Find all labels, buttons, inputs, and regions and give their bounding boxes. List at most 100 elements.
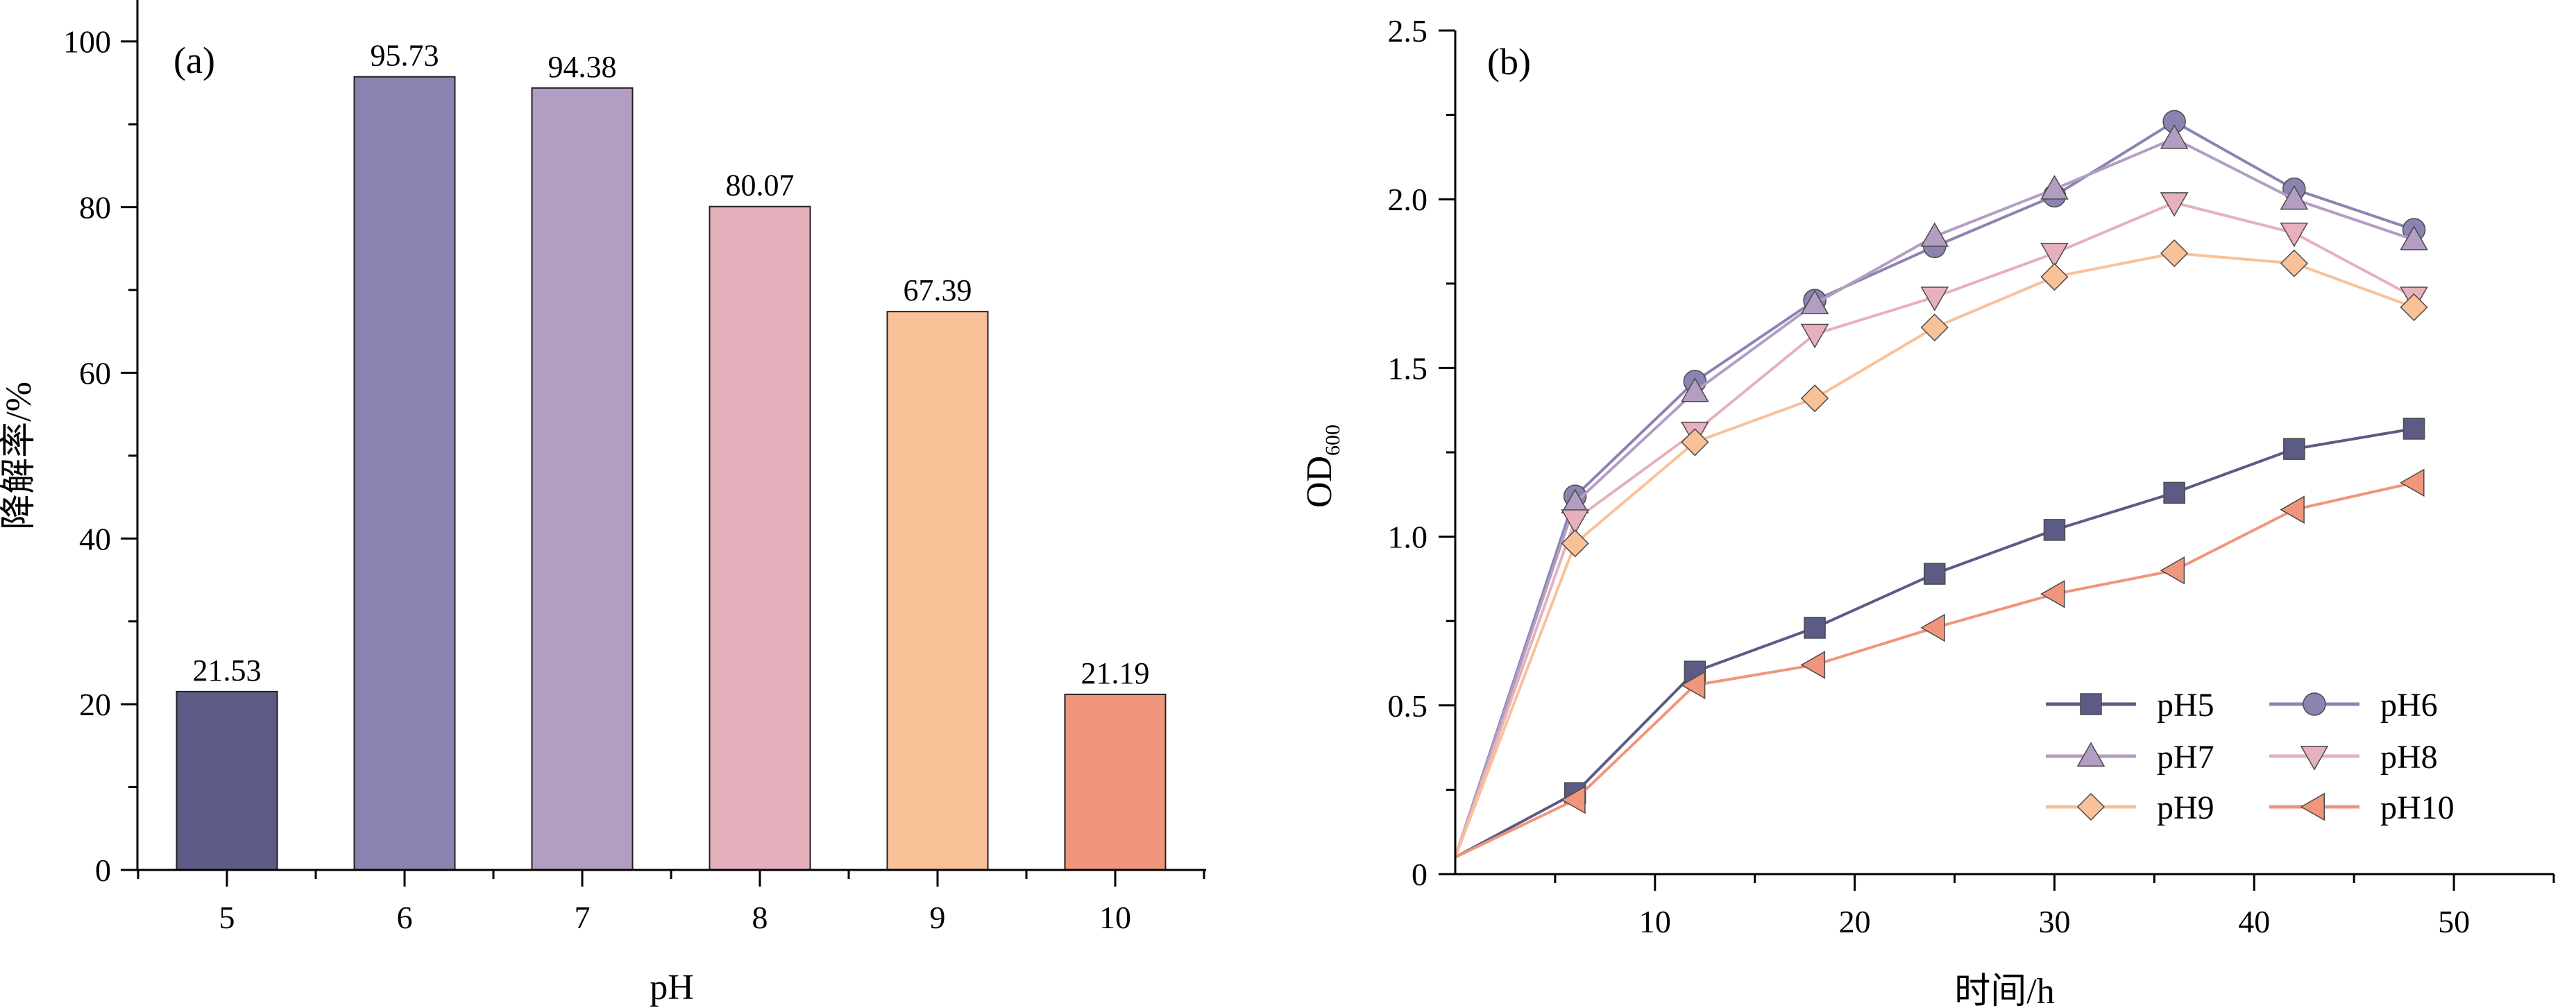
data-point — [1680, 671, 1706, 699]
bar-x-tick-label: 6 — [397, 900, 413, 935]
data-point — [2160, 556, 2185, 585]
bar-data-label: 67.39 — [904, 273, 972, 307]
legend-item-ph8: pH8 — [2269, 739, 2438, 776]
data-point — [2280, 222, 2309, 248]
data-point — [2400, 293, 2428, 321]
data-point — [1920, 313, 1949, 342]
bar-axes: 0 20 40 60 80 100 5 6 7 8 9 10 — [63, 0, 1206, 935]
data-point — [1681, 428, 1709, 456]
legend-item-ph7: pH7 — [2046, 739, 2214, 776]
bar-y-tick-label: 40 — [79, 521, 111, 556]
series-line — [1455, 481, 2414, 859]
panel-label-b: (b) — [1487, 41, 1531, 83]
bar-ph10 — [1064, 693, 1167, 871]
line-y-tick-label: 0 — [1412, 857, 1427, 892]
bar-data-label: 95.73 — [371, 39, 439, 73]
bar-y-tick-label: 60 — [79, 355, 111, 391]
legend-marker — [2076, 742, 2105, 767]
legend-label: pH8 — [2380, 739, 2438, 776]
bar-marks — [176, 76, 1167, 871]
data-point — [1800, 289, 1829, 314]
data-point — [1681, 377, 1709, 402]
data-point — [2283, 438, 2305, 460]
series-line — [1454, 252, 2415, 858]
bar-x-tick-label: 5 — [219, 900, 235, 935]
bar-data-label: 94.38 — [548, 50, 617, 84]
data-point — [2040, 579, 2065, 608]
bar-x-tick-label: 8 — [752, 900, 768, 935]
bar-data-label: 21.53 — [193, 654, 262, 687]
legend-label: pH6 — [2380, 687, 2438, 724]
line-x-tick-label: 40 — [2238, 904, 2270, 939]
data-point — [2403, 418, 2425, 440]
legend-item-ph10: pH10 — [2269, 789, 2455, 826]
series-ph9 — [1454, 239, 2428, 858]
bar-x-tick-label: 7 — [575, 900, 591, 935]
legend-marker — [2300, 746, 2329, 771]
legend-marker — [2303, 692, 2326, 716]
data-point — [1920, 613, 1945, 642]
bar-y-tick-label: 20 — [79, 687, 111, 722]
series-ph5 — [1455, 418, 2425, 859]
legend-marker — [2076, 792, 2105, 821]
data-point — [2400, 225, 2428, 250]
bar-x-axis-title: pH — [650, 968, 694, 1007]
legend: pH5 pH6 pH7 pH8 pH9 pH10 — [2046, 687, 2455, 826]
line-y-tick-label: 2.0 — [1388, 182, 1428, 217]
data-point — [1800, 323, 1829, 349]
bar-x-tick-label: 10 — [1099, 900, 1131, 935]
series-line — [1455, 427, 2414, 859]
data-point — [1920, 222, 1949, 247]
legend-marker — [2080, 693, 2102, 715]
data-point — [1561, 785, 1586, 814]
legend-item-ph9: pH9 — [2046, 789, 2214, 826]
bar-y-tick-label: 80 — [79, 190, 111, 225]
legend-label: pH10 — [2380, 789, 2455, 826]
data-point — [1561, 529, 1589, 558]
bar-data-labels: 21.53 95.73 94.38 80.07 67.39 21.19 — [193, 39, 1150, 690]
data-point — [2040, 175, 2069, 200]
data-point — [1561, 509, 1589, 534]
line-y-tick-label: 1.0 — [1388, 520, 1428, 555]
bar-y-axis-title: 降解率/% — [0, 382, 39, 530]
line-axes: 0 0.5 1.0 1.5 2.0 2.5 10 20 30 40 50 — [1388, 13, 2555, 939]
bar-chart-panel: 21.53 95.73 94.38 80.07 67.39 21.19 0 20 40 60 80… — [0, 0, 1206, 1007]
bar-ph6 — [353, 76, 456, 871]
line-x-axis-title: 时间/h — [1954, 972, 2054, 1008]
data-point — [2160, 192, 2189, 217]
series-ph6 — [1454, 110, 2426, 858]
data-point — [2163, 481, 2185, 504]
data-point — [1924, 563, 1946, 585]
bar-data-label: 80.07 — [726, 169, 795, 203]
data-point — [1920, 287, 1949, 311]
legend-item-ph6: pH6 — [2269, 687, 2438, 724]
legend-label: pH7 — [2157, 739, 2214, 776]
data-point — [2280, 495, 2305, 524]
data-point — [2280, 249, 2308, 277]
y-axis-title-main: OD — [1300, 456, 1339, 508]
line-x-tick-label: 10 — [1639, 904, 1671, 939]
bar-data-label: 21.19 — [1081, 656, 1150, 690]
data-point — [2040, 243, 2069, 268]
series-ph8 — [1454, 192, 2428, 858]
data-point — [2280, 185, 2309, 210]
data-point — [2043, 519, 2066, 541]
legend-marker — [2300, 792, 2325, 821]
data-point — [1801, 384, 1829, 413]
series-ph10 — [1455, 468, 2425, 859]
line-y-tick-label: 0.5 — [1388, 688, 1428, 724]
bar-ph5 — [176, 690, 278, 871]
line-x-tick-label: 20 — [1839, 904, 1871, 939]
panel-label-a: (a) — [173, 40, 215, 81]
line-series — [1454, 110, 2428, 859]
line-x-tick-label: 30 — [2038, 904, 2070, 939]
legend-label: pH5 — [2157, 687, 2214, 724]
data-point — [1800, 651, 1826, 679]
data-point — [2160, 124, 2189, 149]
bar-x-tick-label: 9 — [930, 900, 946, 935]
data-point — [1804, 617, 1826, 639]
legend-label: pH9 — [2157, 789, 2214, 826]
series-ph7 — [1454, 124, 2428, 858]
